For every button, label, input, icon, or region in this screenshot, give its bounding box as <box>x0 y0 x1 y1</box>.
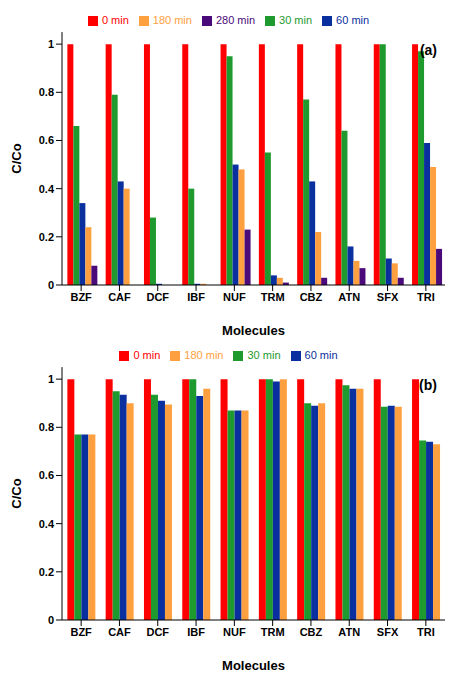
svg-text:TRI: TRI <box>417 291 435 303</box>
html-text:0 min: 0 min <box>101 14 129 26</box>
svg-text:CAF: CAF <box>108 291 131 303</box>
html-text:60 min: 60 min <box>304 349 338 361</box>
svg-text:IBF: IBF <box>187 626 205 638</box>
svg-text:SFX: SFX <box>377 291 399 303</box>
svg-text:0: 0 <box>48 614 54 626</box>
svg-text:CBZ: CBZ <box>300 626 323 638</box>
html-text:280 min: 280 min <box>215 14 256 26</box>
svg-text:Molecules: Molecules <box>222 323 285 338</box>
svg-text:TRM: TRM <box>261 626 285 638</box>
svg-text:BZF: BZF <box>70 291 92 303</box>
svg-text:1: 1 <box>48 373 54 385</box>
svg-text:CAF: CAF <box>108 626 131 638</box>
html-text:180 min: 180 min <box>184 349 224 361</box>
svg-text:DCF: DCF <box>146 291 169 303</box>
svg-text:ATN: ATN <box>338 626 360 638</box>
svg-text:0.8: 0.8 <box>39 421 54 433</box>
svg-text:TRI: TRI <box>417 626 435 638</box>
svg-text:0.2: 0.2 <box>39 231 54 243</box>
html-text:30 min: 30 min <box>279 14 313 26</box>
svg-text:ATN: ATN <box>338 291 360 303</box>
svg-text:IBF: IBF <box>187 291 205 303</box>
html-text:(b): (b) <box>419 377 437 393</box>
svg-text:0.6: 0.6 <box>39 134 54 146</box>
svg-text:BZF: BZF <box>70 626 92 638</box>
svg-text:0: 0 <box>48 279 54 291</box>
svg-text:Molecules: Molecules <box>222 658 285 673</box>
html-text:30 min: 30 min <box>247 349 281 361</box>
html-text:(a): (a) <box>419 42 437 58</box>
svg-text:1: 1 <box>48 38 54 50</box>
svg-text:NUF: NUF <box>223 291 246 303</box>
html-text:60 min: 60 min <box>336 14 370 26</box>
svg-text:SFX: SFX <box>377 626 399 638</box>
svg-text:0.4: 0.4 <box>39 518 55 530</box>
svg-text:0.6: 0.6 <box>39 469 54 481</box>
svg-text:CBZ: CBZ <box>300 291 323 303</box>
svg-text:C/Co: C/Co <box>9 478 24 508</box>
svg-text:DCF: DCF <box>146 626 169 638</box>
svg-text:NUF: NUF <box>223 626 246 638</box>
svg-text:0.8: 0.8 <box>39 86 54 98</box>
svg-text:0.4: 0.4 <box>39 183 55 195</box>
svg-text:C/Co: C/Co <box>9 143 24 173</box>
html-text:0 min: 0 min <box>133 349 161 361</box>
html-text:180 min: 180 min <box>152 14 192 26</box>
svg-text:TRM: TRM <box>261 291 285 303</box>
svg-text:0.2: 0.2 <box>39 566 54 578</box>
